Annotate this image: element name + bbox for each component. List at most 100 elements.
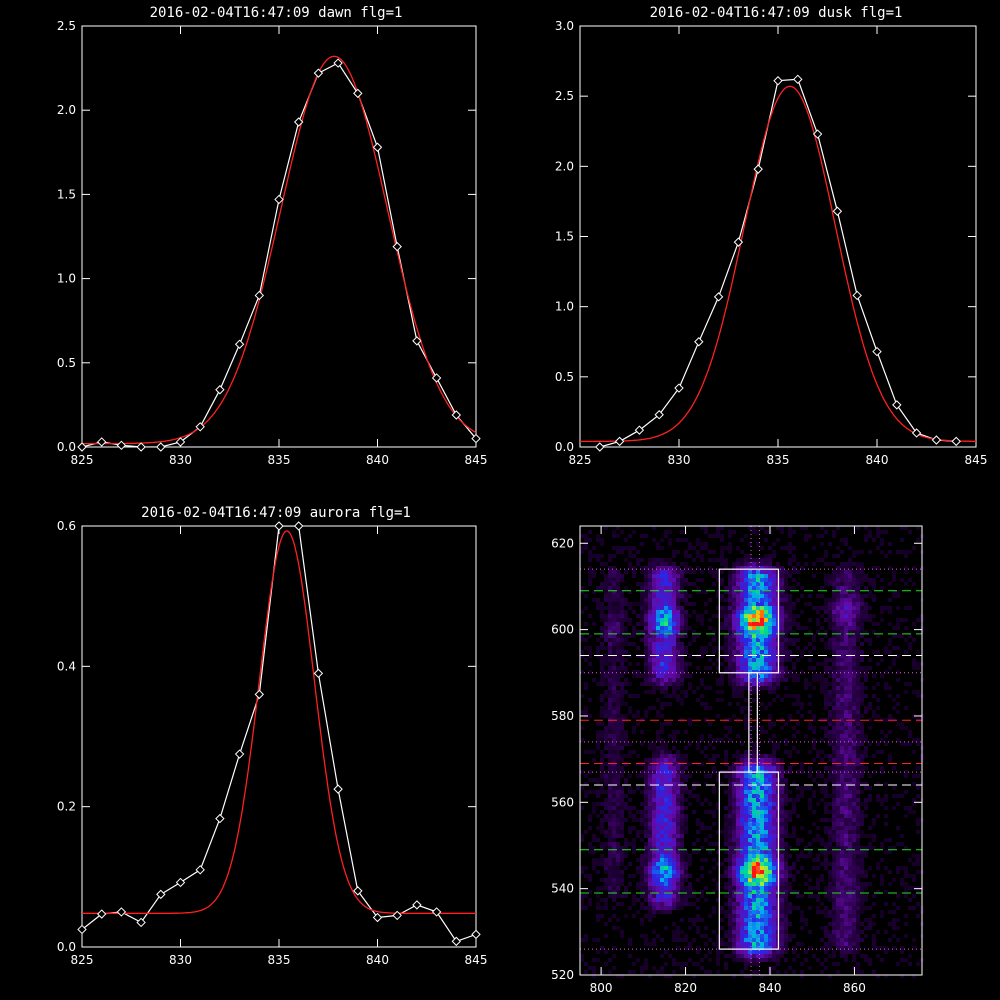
heatmap-cell [656, 570, 660, 574]
heatmap-cell [668, 646, 672, 650]
heatmap-cell [636, 662, 640, 666]
heatmap-cell [792, 826, 796, 830]
heatmap-cell [644, 662, 648, 666]
heatmap-cell [852, 822, 856, 826]
heatmap-cell [604, 630, 608, 634]
heatmap-cell [664, 674, 668, 678]
heatmap-cell [760, 634, 764, 638]
heatmap-cell [620, 602, 624, 606]
heatmap-cell [864, 834, 868, 838]
heatmap-cell [660, 706, 664, 710]
heatmap-cell [740, 690, 744, 694]
heatmap-cell [744, 874, 748, 878]
heatmap-cell [772, 554, 776, 558]
heatmap-cell [608, 774, 612, 778]
heatmap-cell [784, 694, 788, 698]
heatmap-cell [700, 894, 704, 898]
heatmap-cell [704, 610, 708, 614]
heatmap-cell [776, 538, 780, 542]
heatmap-cell [604, 746, 608, 750]
heatmap-cell [616, 778, 620, 782]
heatmap-cell [724, 902, 728, 906]
heatmap-cell [588, 714, 592, 718]
heatmap-cell [752, 906, 756, 910]
heatmap-cell [616, 606, 620, 610]
heatmap-cell [772, 746, 776, 750]
heatmap-cell [668, 594, 672, 598]
heatmap-cell [832, 578, 836, 582]
heatmap-cell [860, 858, 864, 862]
heatmap-cell [748, 526, 752, 530]
heatmap-cell [856, 674, 860, 678]
heatmap-cell [916, 862, 920, 866]
heatmap-cell [852, 702, 856, 706]
heatmap-cell [728, 602, 732, 606]
heatmap-cell [672, 662, 676, 666]
heatmap-cell [856, 802, 860, 806]
heatmap-cell [744, 882, 748, 886]
heatmap-cell [848, 834, 852, 838]
heatmap-cell [644, 638, 648, 642]
heatmap-cell [772, 910, 776, 914]
heatmap-cell [888, 694, 892, 698]
heatmap-cell [832, 534, 836, 538]
heatmap-cell [736, 850, 740, 854]
heatmap-cell [660, 810, 664, 814]
heatmap-cell [780, 842, 784, 846]
heatmap-cell [836, 626, 840, 630]
heatmap-cell [612, 834, 616, 838]
heatmap-cell [616, 794, 620, 798]
heatmap-cell [784, 638, 788, 642]
heatmap-cell [904, 554, 908, 558]
heatmap-cell [732, 898, 736, 902]
heatmap-cell [844, 614, 848, 618]
heatmap-cell [780, 642, 784, 646]
heatmap-cell [752, 774, 756, 778]
heatmap-cell [668, 794, 672, 798]
heatmap-cell [644, 666, 648, 670]
heatmap-cell [836, 762, 840, 766]
heatmap-cell [708, 802, 712, 806]
heatmap-cell [816, 906, 820, 910]
heatmap-cell [784, 778, 788, 782]
heatmap-cell [684, 746, 688, 750]
heatmap-cell [916, 794, 920, 798]
heatmap-cell [660, 838, 664, 842]
heatmap-cell [736, 906, 740, 910]
heatmap-cell [648, 662, 652, 666]
heatmap-cell [668, 586, 672, 590]
heatmap-cell [824, 630, 828, 634]
heatmap-cell [748, 658, 752, 662]
heatmap-cell [640, 894, 644, 898]
heatmap-cell [692, 570, 696, 574]
heatmap-cell [644, 574, 648, 578]
heatmap-cell [852, 602, 856, 606]
heatmap-cell [752, 670, 756, 674]
heatmap-cell [844, 790, 848, 794]
heatmap-cell [856, 566, 860, 570]
heatmap-cell [700, 826, 704, 830]
heatmap-cell [864, 578, 868, 582]
heatmap-cell [608, 622, 612, 626]
heatmap-cell [628, 710, 632, 714]
heatmap-cell [708, 758, 712, 762]
heatmap-cell [864, 734, 868, 738]
heatmap-cell [772, 862, 776, 866]
heatmap-cell [804, 786, 808, 790]
heatmap-cell [732, 834, 736, 838]
heatmap-cell [788, 902, 792, 906]
heatmap-cell [608, 794, 612, 798]
heatmap-cell [680, 858, 684, 862]
heatmap-cell [756, 590, 760, 594]
heatmap-cell [684, 602, 688, 606]
heatmap-cell [808, 886, 812, 890]
heatmap-cell [848, 750, 852, 754]
heatmap-cell [824, 642, 828, 646]
heatmap-cell [656, 562, 660, 566]
heatmap-cell [608, 798, 612, 802]
heatmap-cell [780, 798, 784, 802]
heatmap-cell [856, 814, 860, 818]
heatmap-cell [848, 782, 852, 786]
heatmap-cell [584, 706, 588, 710]
heatmap-cell [720, 594, 724, 598]
